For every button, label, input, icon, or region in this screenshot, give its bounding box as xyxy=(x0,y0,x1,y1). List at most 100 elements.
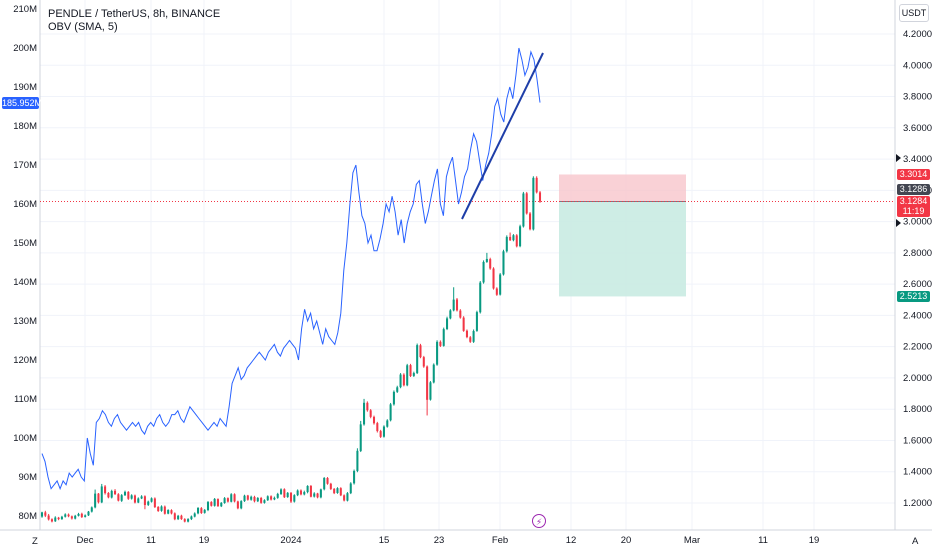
candle-body xyxy=(382,426,385,437)
candle-body xyxy=(230,494,233,502)
right-axis-tick: 1.6000 xyxy=(903,435,932,446)
candle-body xyxy=(489,259,492,269)
candle-body xyxy=(439,341,442,346)
candle-body xyxy=(359,424,362,451)
currency-button[interactable]: USDT xyxy=(899,4,929,22)
symbol-title[interactable]: PENDLE / TetherUS, 8h, BINANCE xyxy=(48,8,221,20)
candle-body xyxy=(104,486,107,494)
candle-body xyxy=(263,500,266,503)
candle-body xyxy=(343,495,346,501)
candle-body xyxy=(529,213,532,230)
candle-body xyxy=(289,492,293,502)
x-axis-tick: Mar xyxy=(684,535,700,546)
right-axis-tick: 2.6000 xyxy=(903,279,932,290)
candle-body xyxy=(200,508,203,514)
candle-body xyxy=(114,490,117,495)
candle-body xyxy=(70,516,73,519)
axis-arrow-icon xyxy=(896,219,901,227)
candle-body xyxy=(538,192,542,202)
timezone-toggle[interactable]: Z xyxy=(32,536,38,547)
candle-body xyxy=(346,493,349,501)
candle-body xyxy=(485,258,488,262)
right-axis-tick: 2.8000 xyxy=(903,248,932,259)
auto-scale-toggle[interactable]: A xyxy=(912,536,919,547)
candle-body xyxy=(40,512,44,517)
candle-body xyxy=(472,331,475,342)
candle-body xyxy=(97,493,100,503)
obv-value-tag: 185.952M xyxy=(2,97,43,109)
candle-body xyxy=(120,495,123,501)
candle-body xyxy=(309,485,312,497)
candle-body xyxy=(130,495,133,499)
candle-body xyxy=(369,410,372,417)
candle-body xyxy=(273,497,276,500)
candle-body xyxy=(140,496,143,499)
candle-body xyxy=(412,373,415,376)
candle-body xyxy=(84,515,87,517)
candle-body xyxy=(399,374,402,388)
candle-body xyxy=(260,497,263,503)
right-axis-tick: 3.4000 xyxy=(903,154,932,165)
entry-price-tag: 3.1286 xyxy=(897,184,930,195)
x-axis-tick: 2024 xyxy=(280,535,301,546)
right-axis-tick: 1.4000 xyxy=(903,467,932,478)
trendline xyxy=(461,52,544,220)
candle-body xyxy=(163,506,166,514)
candle-body xyxy=(323,477,326,490)
candle-body xyxy=(250,496,253,500)
candle-body xyxy=(492,268,495,289)
candle-body xyxy=(416,345,419,374)
candle-body xyxy=(475,312,478,331)
candle-body xyxy=(77,513,80,516)
x-axis-tick: Dec xyxy=(77,535,94,546)
left-axis-tick: 80M xyxy=(19,511,38,522)
candle-body xyxy=(190,516,193,520)
left-axis-tick: 190M xyxy=(13,82,37,93)
candle-body xyxy=(123,491,127,496)
x-axis-tick: 23 xyxy=(434,535,445,546)
candle-body xyxy=(469,337,472,342)
candle-body xyxy=(137,498,140,503)
candle-body xyxy=(256,497,259,502)
candle-body xyxy=(54,517,57,522)
candle-body xyxy=(187,519,190,522)
lightning-icon[interactable]: ⚡ xyxy=(532,514,546,528)
candle-body xyxy=(299,490,302,495)
candle-body xyxy=(446,318,449,330)
candle-body xyxy=(233,494,236,502)
candle-body xyxy=(449,310,452,319)
candle-body xyxy=(117,494,120,501)
candle-body xyxy=(303,492,306,495)
candle-body xyxy=(220,502,223,507)
candle-body xyxy=(432,364,435,383)
left-axis-tick: 170M xyxy=(13,160,37,171)
candle-body xyxy=(339,488,342,496)
axis-arrow-icon xyxy=(896,154,901,162)
candle-body xyxy=(44,512,47,516)
candle-body xyxy=(67,514,70,517)
candle-body xyxy=(74,515,77,519)
candle-body xyxy=(160,506,163,511)
candle-body xyxy=(280,489,283,495)
candle-body xyxy=(306,485,309,493)
obv-line xyxy=(41,47,541,491)
candle-body xyxy=(197,508,200,514)
candle-body xyxy=(422,357,425,367)
candle-body xyxy=(173,513,176,520)
candle-body xyxy=(313,493,316,497)
candle-body xyxy=(110,490,113,498)
candle-body xyxy=(363,402,366,425)
candle-body xyxy=(326,477,329,484)
candle-body xyxy=(479,282,482,313)
indicator-label[interactable]: OBV (SMA, 5) xyxy=(48,21,118,33)
candle-body xyxy=(170,510,173,514)
candle-body xyxy=(409,365,412,377)
bar-countdown: 11:19 xyxy=(897,206,930,217)
candle-body xyxy=(150,498,153,502)
stop-price-tag: 3.3014 xyxy=(897,169,930,180)
candle-body xyxy=(426,366,429,400)
candle-body xyxy=(177,515,180,520)
candle-body xyxy=(57,517,60,520)
candle-body xyxy=(519,226,522,247)
